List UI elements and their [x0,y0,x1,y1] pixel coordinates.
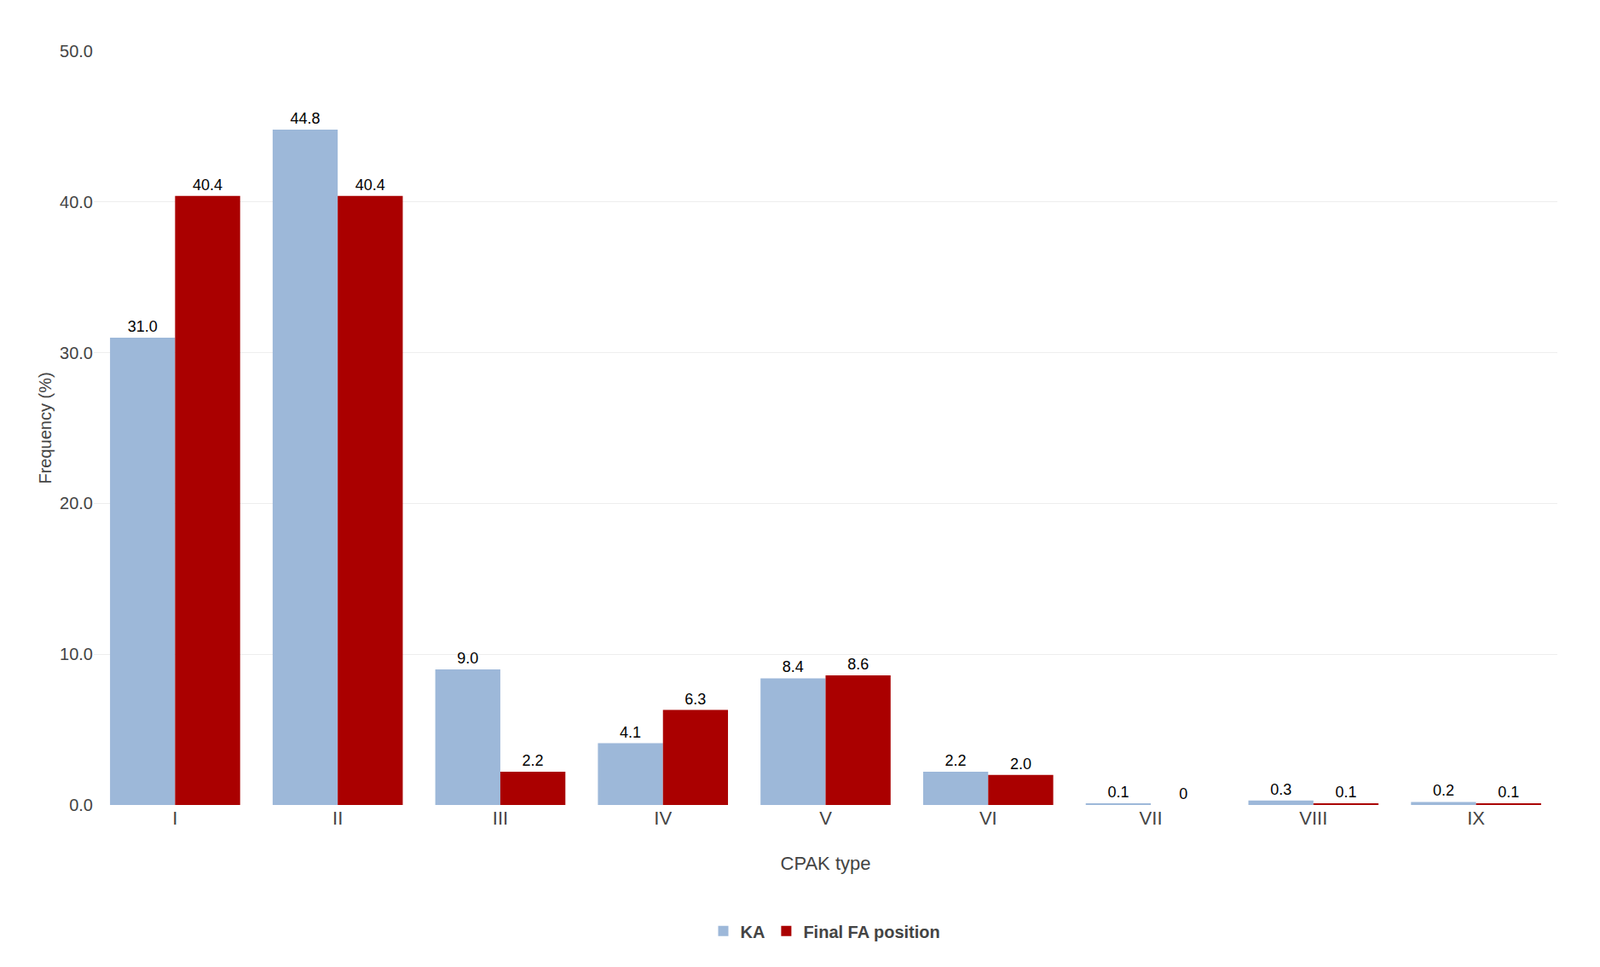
svg-text:0.3: 0.3 [1270,780,1292,798]
svg-text:0.0: 0.0 [69,795,93,815]
svg-text:II: II [332,807,343,829]
svg-text:V: V [819,807,832,829]
svg-text:40.0: 40.0 [59,192,93,212]
svg-text:31.0: 31.0 [127,317,158,336]
svg-text:2.0: 2.0 [1010,755,1032,773]
svg-text:40.4: 40.4 [192,176,223,194]
svg-text:20.0: 20.0 [59,493,93,513]
svg-text:KA: KA [740,922,766,942]
svg-text:50.0: 50.0 [59,41,93,61]
svg-text:8.4: 8.4 [782,658,804,676]
svg-text:0: 0 [1178,785,1188,803]
svg-text:2.2: 2.2 [522,751,544,769]
svg-text:9.0: 9.0 [456,649,479,667]
svg-text:0.1: 0.1 [1107,783,1129,801]
svg-text:40.4: 40.4 [355,176,386,194]
svg-text:0.1: 0.1 [1497,783,1520,801]
svg-text:8.6: 8.6 [847,655,869,673]
svg-text:44.8: 44.8 [289,109,320,128]
svg-text:CPAK type: CPAK type [780,852,872,874]
svg-text:Frequency (%): Frequency (%) [35,371,55,484]
svg-text:10.0: 10.0 [59,644,93,664]
svg-text:Final FA position: Final FA position [802,922,940,942]
svg-text:0.1: 0.1 [1334,783,1357,801]
svg-text:4.1: 4.1 [619,723,642,741]
svg-text:30.0: 30.0 [59,343,93,363]
svg-text:VI: VI [979,807,998,829]
svg-text:IX: IX [1467,807,1485,829]
svg-text:6.3: 6.3 [684,690,706,708]
svg-text:0.2: 0.2 [1432,781,1455,799]
svg-text:I: I [172,807,178,829]
svg-text:VII: VII [1139,807,1163,829]
svg-text:III: III [492,807,509,829]
svg-text:IV: IV [653,807,672,829]
svg-text:2.2: 2.2 [945,751,967,769]
svg-text:VIII: VIII [1299,807,1328,829]
